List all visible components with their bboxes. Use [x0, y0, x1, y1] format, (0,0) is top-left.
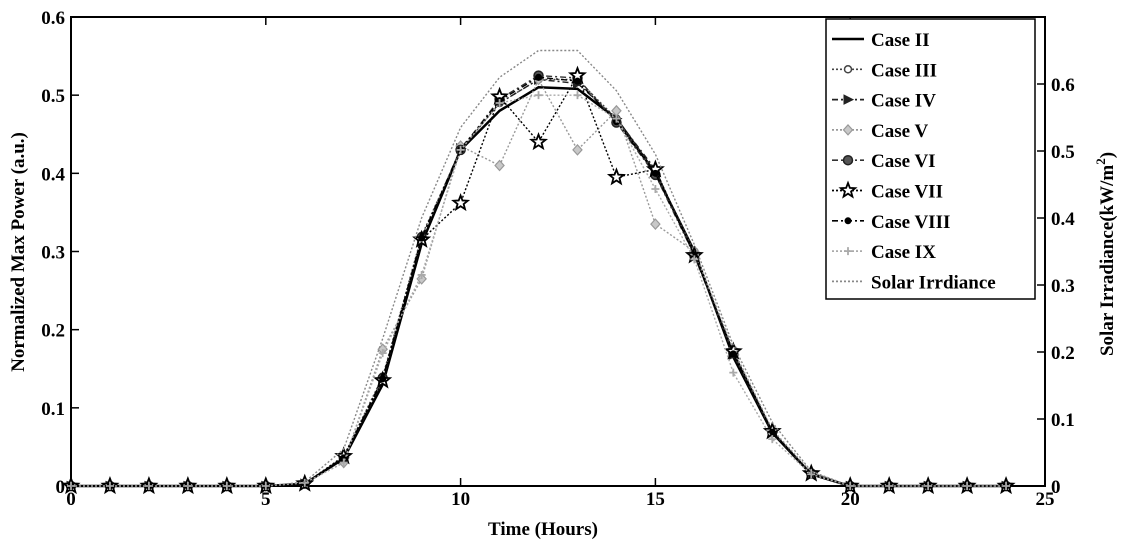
data-point — [572, 143, 583, 156]
y-axis-right-title: Solar Irradiance(kW/m2) — [1093, 152, 1118, 356]
x-tick-label: 15 — [646, 489, 665, 510]
y-axis-left-title: Normalized Max Power (a.u.) — [8, 132, 29, 372]
legend-marker — [843, 65, 853, 74]
x-tick-label: 5 — [261, 489, 271, 510]
legend-marker — [838, 180, 858, 199]
legend-marker — [844, 247, 852, 256]
legend-label: Case VI — [871, 151, 936, 172]
y-left-tick-label: 0.5 — [41, 86, 65, 107]
data-point — [729, 350, 737, 358]
data-point — [573, 91, 582, 100]
y-left-tick-label: 0 — [56, 477, 66, 498]
series-layer — [61, 49, 1016, 495]
data-point — [729, 368, 738, 377]
y-right-tick-label: 0.6 — [1051, 75, 1075, 96]
data-point — [606, 167, 626, 186]
legend-item: Case VI — [832, 151, 936, 172]
y-axis-right: 0 0.1 0.2 0.3 0.4 0.5 0.6 — [1037, 75, 1075, 498]
y-axis-right-title-sup: 2 — [1093, 158, 1108, 165]
data-point — [379, 375, 387, 383]
legend-item: Case IV — [832, 91, 936, 112]
legend-item: Solar Irrdiance — [832, 272, 996, 293]
legend-label: Case III — [871, 60, 937, 81]
legend-item: Case II — [832, 30, 930, 51]
legend-label: Case V — [871, 121, 928, 142]
legend-label: Solar Irrdiance — [871, 272, 996, 293]
data-point — [651, 169, 659, 177]
data-point — [417, 270, 426, 279]
y-left-tick-label: 0.4 — [41, 164, 65, 185]
legend-label: Case VII — [871, 182, 943, 203]
data-point — [378, 349, 387, 358]
data-point — [650, 218, 661, 231]
data-point — [456, 145, 465, 154]
series-line — [71, 49, 1006, 487]
y-axis-right-title-main: Solar Irradiance(kW/m — [1097, 165, 1118, 356]
data-point — [339, 458, 348, 467]
legend-label: Case IX — [871, 242, 936, 263]
legend-item: Case III — [832, 60, 937, 81]
data-point — [494, 159, 505, 172]
legend-marker — [844, 217, 852, 225]
legend-item: Case V — [832, 121, 928, 142]
legend-box — [825, 18, 1036, 300]
y-axis-left: 0 0.1 0.2 0.3 0.4 0.5 0.6 — [41, 8, 79, 498]
data-point — [495, 98, 504, 107]
data-point — [690, 255, 699, 264]
legend-marker — [842, 154, 854, 166]
x-tick-label: 0 — [66, 489, 76, 510]
legend-item: Case VII — [832, 180, 943, 203]
x-axis-title: Time (Hours) — [488, 519, 598, 540]
y-axis-right-title-close: ) — [1097, 152, 1118, 158]
data-point — [418, 234, 426, 242]
y-left-tick-label: 0.1 — [41, 399, 65, 420]
data-point — [807, 470, 816, 479]
data-point — [535, 73, 543, 81]
series-solar-irrdiance — [71, 49, 1006, 487]
y-right-tick-label: 0.1 — [1051, 410, 1075, 431]
data-point — [300, 478, 309, 487]
y-left-tick-label: 0.3 — [41, 243, 65, 264]
legend: Case II Case III Case IV Case V Case VI Case … — [825, 18, 1036, 300]
x-tick-label: 25 — [1036, 489, 1055, 510]
legend-marker — [843, 94, 855, 105]
x-tick-label: 10 — [451, 489, 470, 510]
y-right-tick-label: 0 — [1051, 477, 1061, 498]
data-point — [768, 435, 777, 444]
data-point — [451, 193, 471, 212]
data-point — [528, 132, 549, 151]
y-right-tick-label: 0.3 — [1051, 276, 1075, 297]
legend-label: Case II — [871, 30, 930, 51]
legend-label: Case IV — [871, 91, 936, 112]
legend-marker — [842, 124, 854, 136]
legend-item: Case VIII — [832, 212, 950, 233]
x-tick-label: 20 — [841, 489, 860, 510]
data-point — [573, 77, 581, 85]
y-right-tick-label: 0.2 — [1051, 343, 1075, 364]
legend-item: Case IX — [832, 242, 936, 263]
data-point — [534, 91, 543, 100]
y-right-tick-label: 0.4 — [1051, 209, 1075, 230]
data-point — [651, 184, 660, 193]
y-left-tick-label: 0.2 — [41, 321, 65, 342]
data-point — [612, 114, 621, 123]
y-right-tick-label: 0.5 — [1051, 142, 1075, 163]
y-left-tick-label: 0.6 — [41, 8, 65, 29]
legend-label: Case VIII — [871, 212, 950, 233]
data-point — [768, 428, 776, 436]
